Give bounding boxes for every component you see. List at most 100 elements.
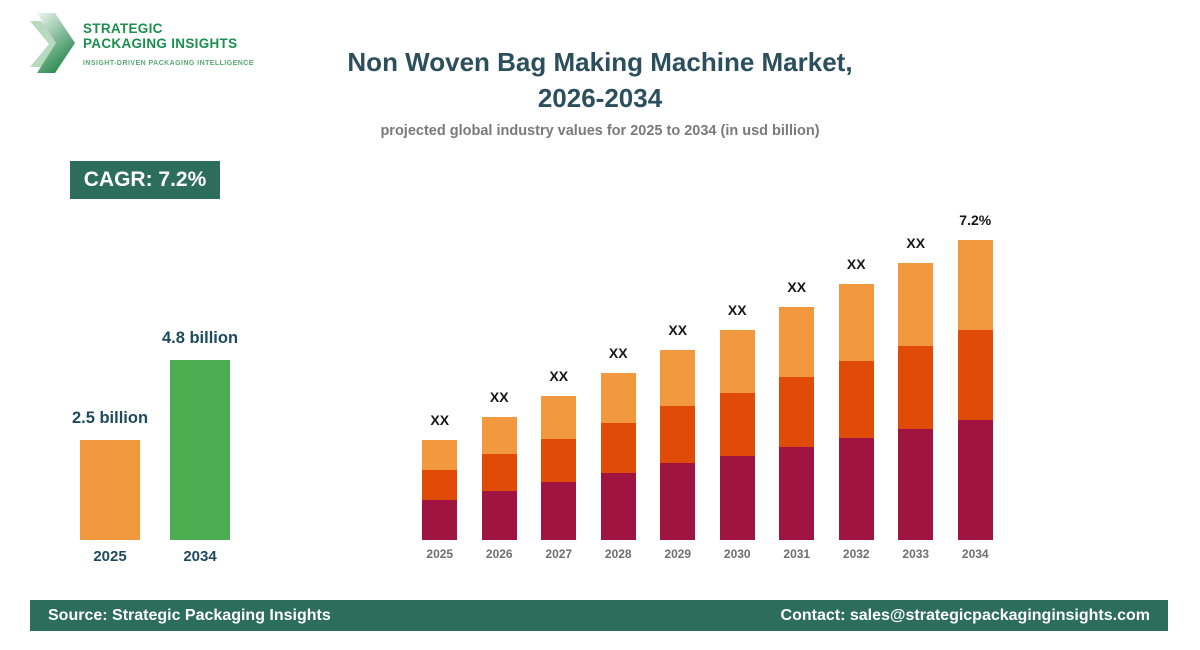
bar-2028-segment-top xyxy=(600,373,636,423)
summary-chart: 2.5 billion 2025 4.8 billion 2034 xyxy=(72,320,238,565)
bar-2025-segment-middle xyxy=(422,470,458,500)
header: Non Woven Bag Making Machine Market, 202… xyxy=(250,44,950,139)
bar-2030-segment-middle xyxy=(719,393,755,456)
year-label-2027: 2027 xyxy=(545,547,573,561)
stacked-bar-group-2030: XX 2030 xyxy=(708,198,768,561)
bar-2033-segment-top xyxy=(898,263,934,346)
stacked-bar-group-2034: 7.2% 2034 xyxy=(946,198,1006,561)
bar-value-label-2028: XX xyxy=(608,345,628,361)
double-chevron-right-icon xyxy=(30,12,76,74)
bar-value-label-2031: XX xyxy=(787,279,807,295)
summary-bar-group-2034: 4.8 billion 2034 xyxy=(162,320,238,565)
stacked-bar-group-2027: XX 2027 xyxy=(529,198,589,561)
stacked-bar-area: XX xyxy=(660,198,696,540)
bar-2034-segment-top xyxy=(957,240,993,330)
bar-value-label-2030: XX xyxy=(727,302,747,318)
summary-bar-2025 xyxy=(80,440,140,540)
bar-2026-segment-middle xyxy=(481,454,517,491)
bar-2033-segment-bottom xyxy=(898,429,934,540)
stacked-bar-group-2032: XX 2032 xyxy=(827,198,887,561)
page-title: Non Woven Bag Making Machine Market, 202… xyxy=(250,44,950,116)
logo-name-line1: STRATEGIC xyxy=(83,21,163,36)
bar-2025-segment-bottom xyxy=(422,500,458,540)
year-label-2033: 2033 xyxy=(902,547,930,561)
footer-bar: Source: Strategic Packaging Insights Con… xyxy=(30,600,1168,631)
stacked-bar-area: 7.2% xyxy=(957,198,993,540)
bar-2032-segment-top xyxy=(838,284,874,361)
cagr-badge: CAGR: 7.2% xyxy=(70,161,220,199)
source-text: Source: Strategic Packaging Insights xyxy=(48,606,331,624)
page-title-line1: Non Woven Bag Making Machine Market, xyxy=(347,47,853,77)
stacked-bar-area: XX xyxy=(600,198,636,540)
logo-text: STRATEGIC PACKAGING INSIGHTS INSIGHT-DRI… xyxy=(83,12,254,74)
bar-2030-segment-top xyxy=(719,330,755,393)
bar-2029-segment-middle xyxy=(660,406,696,463)
bar-2032-segment-middle xyxy=(838,361,874,438)
year-label-2029: 2029 xyxy=(664,547,692,561)
year-label-2031: 2031 xyxy=(783,547,811,561)
bar-2027-segment-top xyxy=(541,396,577,439)
bar-2030-segment-bottom xyxy=(719,456,755,540)
bar-2026-segment-top xyxy=(481,417,517,454)
year-label-2028: 2028 xyxy=(604,547,632,561)
bar-2028-segment-middle xyxy=(600,423,636,473)
summary-bar-area: 4.8 billion xyxy=(162,320,238,540)
bar-2029-segment-top xyxy=(660,350,696,406)
bar-2027-segment-middle xyxy=(541,439,577,482)
summary-bar-area: 2.5 billion xyxy=(72,320,148,540)
year-label-2030: 2030 xyxy=(723,547,751,561)
logo-tagline: INSIGHT-DRIVEN PACKAGING INTELLIGENCE xyxy=(83,60,254,67)
summary-value-label: 4.8 billion xyxy=(161,329,239,347)
stacked-bar-group-2029: XX 2029 xyxy=(648,198,708,561)
bar-value-label-2029: XX xyxy=(668,322,688,338)
stacked-bar-area: XX xyxy=(779,198,815,540)
stacked-bar-area: XX xyxy=(541,198,577,540)
summary-bar-group-2025: 2.5 billion 2025 xyxy=(72,320,148,565)
stacked-bar-group-2033: XX 2033 xyxy=(886,198,946,561)
bar-2033-segment-middle xyxy=(898,346,934,429)
bar-2031-segment-top xyxy=(779,307,815,377)
bar-2031-segment-middle xyxy=(779,377,815,447)
bar-2025-segment-top xyxy=(422,440,458,470)
stacked-bar-group-2026: XX 2026 xyxy=(470,198,530,561)
logo-name-line2: PACKAGING INSIGHTS xyxy=(83,36,238,51)
summary-year-label: 2025 xyxy=(93,548,127,565)
summary-bar-2034 xyxy=(170,360,230,540)
stacked-bar-group-2025: XX 2025 xyxy=(410,198,470,561)
stacked-bar-area: XX xyxy=(898,198,934,540)
bar-2029-segment-bottom xyxy=(660,463,696,540)
bar-2026-segment-bottom xyxy=(481,491,517,540)
bar-2032-segment-bottom xyxy=(838,438,874,540)
stacked-bar-area: XX xyxy=(719,198,755,540)
contact-text: Contact: sales@strategicpackaginginsight… xyxy=(780,606,1150,624)
year-label-2034: 2034 xyxy=(961,547,989,561)
bar-value-label-2025: XX xyxy=(430,412,450,428)
stacked-bar-area: XX xyxy=(838,198,874,540)
stacked-bar-area: XX xyxy=(422,198,458,540)
bar-value-label-2026: XX xyxy=(489,389,509,405)
bar-2028-segment-bottom xyxy=(600,473,636,540)
logo: STRATEGIC PACKAGING INSIGHTS INSIGHT-DRI… xyxy=(30,12,254,74)
bar-value-label-2034: 7.2% xyxy=(959,212,992,228)
year-label-2025: 2025 xyxy=(426,547,454,561)
bar-2031-segment-bottom xyxy=(779,447,815,540)
bar-value-label-2027: XX xyxy=(549,368,569,384)
page-title-line2: 2026-2034 xyxy=(537,83,663,113)
bar-2034-segment-bottom xyxy=(957,420,993,540)
bar-2034-segment-middle xyxy=(957,330,993,420)
year-label-2032: 2032 xyxy=(842,547,870,561)
stacked-bar-area: XX xyxy=(481,198,517,540)
stacked-bar-group-2028: XX 2028 xyxy=(589,198,649,561)
summary-value-label: 2.5 billion xyxy=(71,409,149,427)
projection-chart: XX 2025 XX 2026 XX 2027 XX 2028 XX 2029 XX 2030 XX 20… xyxy=(410,198,1005,561)
stacked-bar-group-2031: XX 2031 xyxy=(767,198,827,561)
summary-chart-columns: 2.5 billion 2025 4.8 billion 2034 xyxy=(72,320,238,565)
bar-value-label-2032: XX xyxy=(846,256,866,272)
bar-value-label-2033: XX xyxy=(906,235,926,251)
main-chart-columns: XX 2025 XX 2026 XX 2027 XX 2028 XX 2029 XX 2030 XX 20… xyxy=(410,198,1005,561)
year-label-2026: 2026 xyxy=(485,547,513,561)
page-subtitle: projected global industry values for 202… xyxy=(380,123,820,139)
summary-year-label: 2034 xyxy=(183,548,217,565)
bar-2027-segment-bottom xyxy=(541,482,577,540)
